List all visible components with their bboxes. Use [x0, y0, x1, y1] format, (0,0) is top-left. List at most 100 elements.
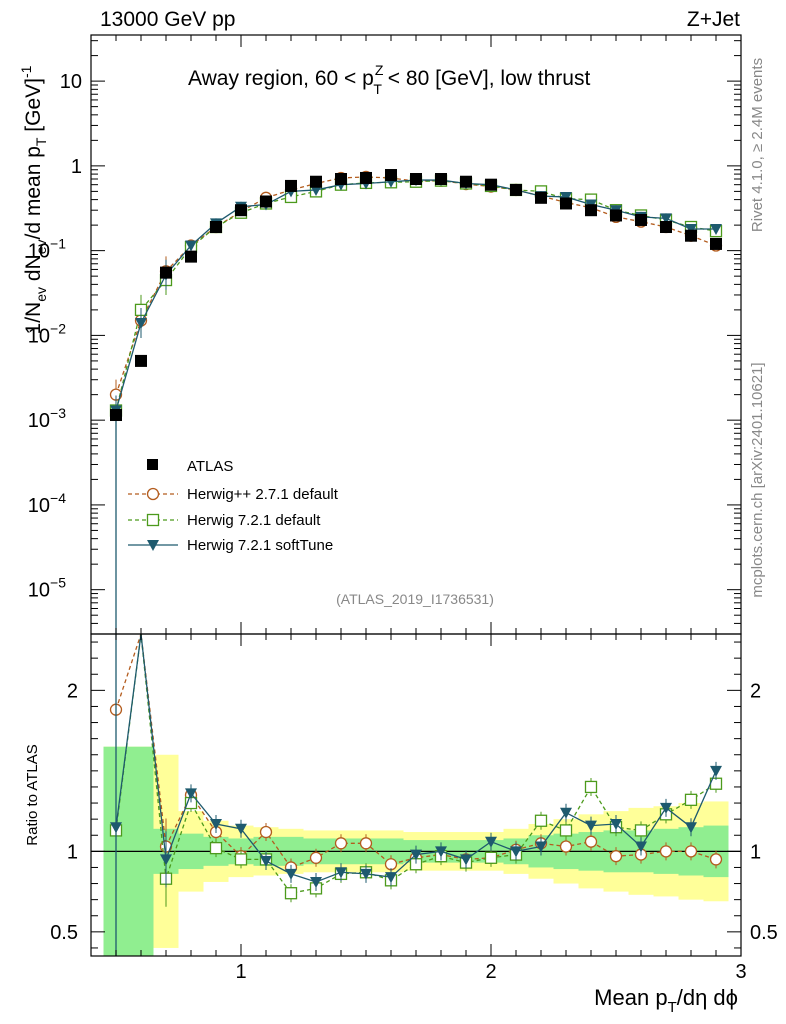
- data-point: [685, 224, 697, 236]
- data-point: [285, 179, 297, 192]
- data-point: [560, 197, 572, 210]
- legend-label-herwigpp: Herwig++ 2.7.1 default: [187, 486, 339, 503]
- ratio-point: [610, 818, 622, 830]
- data-point: [310, 175, 322, 188]
- x-axis-label: Mean pT/dη dϕ: [594, 985, 738, 1016]
- data-point: [710, 237, 722, 250]
- x-tick-label: 1: [235, 961, 246, 983]
- data-point: [660, 213, 672, 225]
- ratio-point: [634, 824, 648, 837]
- ratio-point: [210, 818, 222, 830]
- ratio-point: [285, 868, 297, 880]
- ratio-point: [360, 868, 372, 880]
- ratio-point: [709, 853, 723, 866]
- ratio-point: [384, 858, 398, 871]
- analysis-id: (ATLAS_2019_I1736531): [336, 591, 494, 607]
- data-point: [335, 173, 347, 186]
- mcplots-label: mcplots.cern.ch [arXiv:2401.10621]: [749, 362, 766, 597]
- series-line: [115, 179, 717, 411]
- legend: ATLAS Herwig++ 2.7.1 default Herwig 7.2.…: [128, 458, 339, 554]
- axis-ticks: 1 2 3 10−5 10−4 10−3 10−2 10−1 1 10 0.5 0.5 1 1 2 2: [28, 35, 778, 983]
- series-atlas: [110, 169, 722, 422]
- data-point: [635, 213, 647, 226]
- ratio-y-axis-label: Ratio to ATLAS: [24, 744, 41, 845]
- ratio-point: [259, 825, 273, 839]
- ratio-tick-label-right: 2: [750, 680, 761, 702]
- ratio-point: [284, 887, 298, 900]
- ratio-point: [309, 851, 323, 864]
- ratio-plot-area: [91, 633, 741, 956]
- x-tick-label: 3: [735, 961, 746, 983]
- x-tick-label: 2: [485, 961, 496, 983]
- ratio-point: [485, 836, 497, 848]
- y-tick-label: 10: [60, 71, 82, 93]
- ratio-point: [684, 793, 698, 806]
- ratio-point: [410, 849, 422, 861]
- ratio-point: [334, 837, 348, 850]
- data-point: [185, 250, 197, 263]
- legend-marker-herwig-default: [146, 513, 160, 527]
- y-tick-label: 10−2: [28, 320, 66, 347]
- ratio-point: [535, 841, 547, 853]
- data-point: [685, 229, 697, 242]
- y-axis-label: 1/Nev dNev/d mean pT [GeV]-1: [18, 65, 49, 334]
- data-point: [135, 354, 147, 367]
- plot-title: Away region, 60 < pZ T < 80 [GeV], low th…: [188, 62, 590, 97]
- data-point: [660, 221, 672, 234]
- data-point: [560, 191, 572, 203]
- y-tick-label: 1: [71, 156, 82, 178]
- data-point: [435, 173, 447, 186]
- data-point: [385, 169, 397, 182]
- data-point: [260, 195, 272, 208]
- data-point: [585, 204, 597, 217]
- legend-label-herwig-default: Herwig 7.2.1 default: [187, 512, 321, 529]
- ratio-point: [560, 807, 572, 819]
- data-point: [460, 175, 472, 188]
- ratio-point: [685, 822, 697, 834]
- main-plot-area: [109, 169, 723, 634]
- y-tick-label: 10−5: [28, 575, 66, 602]
- ratio-point: [559, 840, 573, 853]
- ratio-point: [209, 841, 223, 855]
- ratio-tick-label-left: 1: [67, 841, 78, 863]
- data-point: [235, 204, 247, 217]
- rivet-label: Rivet 4.1.0, ≥ 2.4M events: [749, 58, 766, 232]
- ratio-point: [584, 835, 598, 848]
- ratio-tick-label-left: 2: [67, 680, 78, 702]
- ratio-point: [585, 820, 597, 832]
- series-herwig-7-2-1-softtune: [110, 175, 722, 426]
- data-point: [410, 173, 422, 186]
- data-point: [185, 240, 197, 252]
- ratio-tick-label-right: 0.5: [750, 922, 778, 944]
- data-point: [710, 224, 722, 236]
- y-tick-label: 10−1: [28, 236, 66, 263]
- data-point: [485, 178, 497, 191]
- data-point: [160, 266, 172, 279]
- series-line: [115, 176, 717, 395]
- ratio-point: [635, 841, 647, 853]
- legend-label-herwig-soft: Herwig 7.2.1 softTune: [187, 537, 333, 554]
- data-point: [535, 191, 547, 204]
- energy-label: 13000 GeV pp: [100, 8, 235, 31]
- ratio-point: [534, 814, 548, 827]
- legend-marker-atlas: [147, 459, 158, 470]
- series-line: [115, 179, 716, 411]
- legend-marker-herwigpp: [146, 487, 160, 501]
- ratio-point: [185, 788, 197, 800]
- ratio-series-herwig-7-2-1-softtune: [110, 633, 722, 891]
- ratio-point: [385, 872, 397, 884]
- data-point: [210, 221, 222, 234]
- ratio-point: [235, 823, 247, 835]
- ratio-point: [234, 853, 248, 866]
- ratio-point: [710, 765, 722, 777]
- series-herwig-2-7-1-default: [109, 170, 723, 410]
- y-tick-label: 10−4: [28, 490, 66, 517]
- data-point: [360, 171, 372, 184]
- data-point: [135, 318, 147, 330]
- ratio-tick-label-right: 1: [750, 841, 761, 863]
- ratio-point: [684, 845, 698, 858]
- ratio-point: [460, 854, 472, 866]
- ratio-point: [160, 854, 172, 866]
- series-herwig-7-2-1-default: [109, 174, 723, 426]
